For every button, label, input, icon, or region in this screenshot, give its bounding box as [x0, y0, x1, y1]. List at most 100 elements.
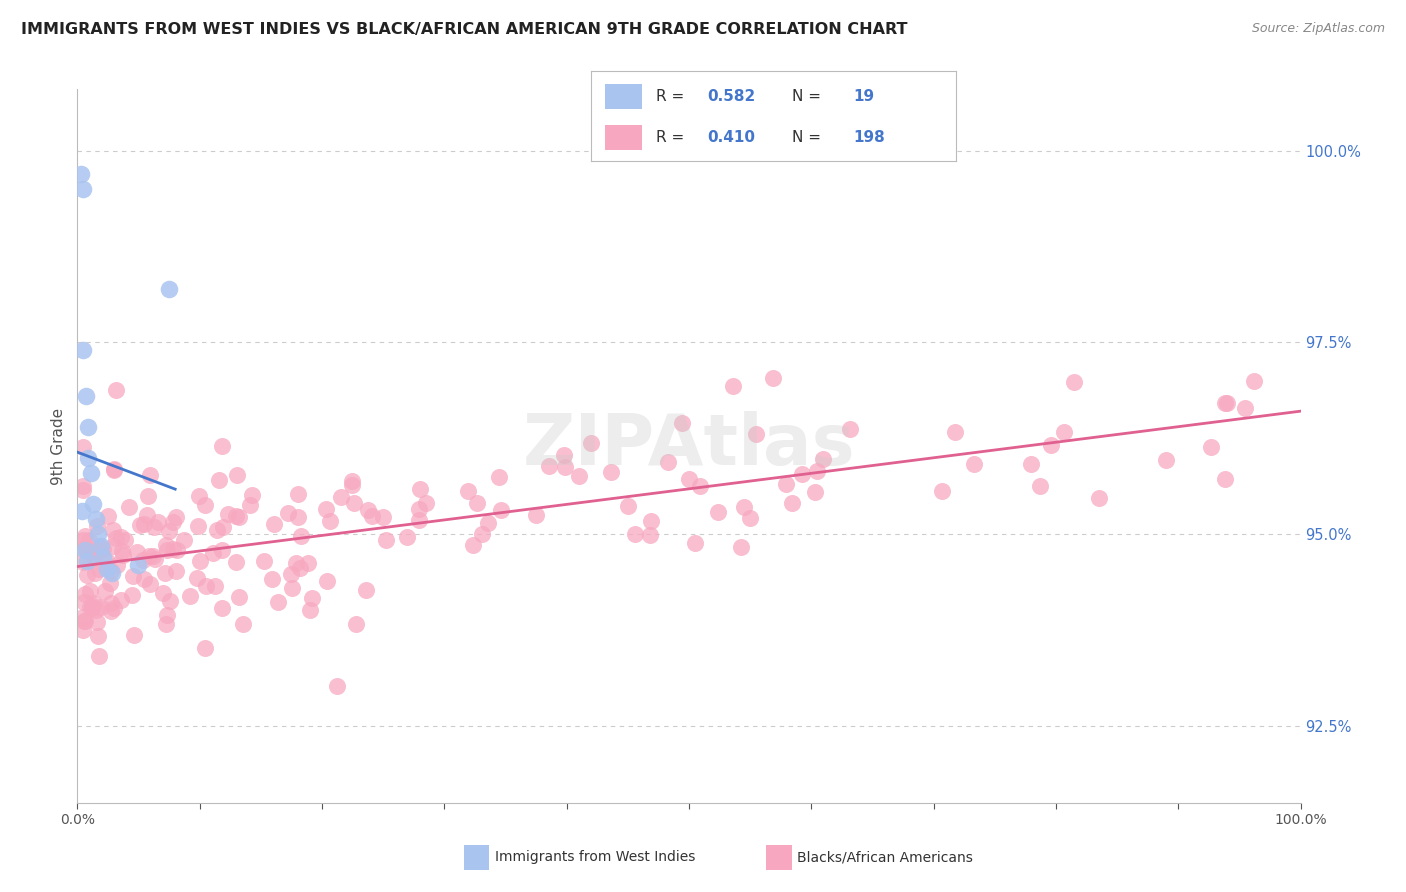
Point: [73, 614, 96, 628]
Point: [103, 462, 125, 476]
Point: [683, 536, 706, 550]
Point: [212, 519, 235, 533]
Point: [811, 452, 834, 467]
FancyBboxPatch shape: [605, 84, 641, 109]
Point: [188, 489, 211, 503]
Point: [156, 608, 179, 623]
Point: [408, 502, 430, 516]
Text: R =: R =: [657, 130, 689, 145]
Point: [159, 594, 181, 608]
Point: [73, 542, 96, 557]
Point: [118, 500, 141, 515]
Point: [689, 478, 711, 492]
Point: [72, 623, 94, 637]
Point: [638, 528, 661, 542]
Point: [1243, 375, 1265, 389]
Point: [90, 600, 112, 615]
Point: [839, 422, 862, 436]
Point: [194, 641, 217, 656]
Text: Immigrants from West Indies: Immigrants from West Indies: [495, 850, 696, 864]
Point: [72, 555, 94, 569]
Point: [82, 497, 104, 511]
Point: [83, 596, 105, 610]
Point: [82, 599, 104, 614]
Point: [104, 531, 127, 545]
Point: [775, 477, 797, 491]
Text: 0.410: 0.410: [707, 130, 755, 145]
Point: [537, 459, 560, 474]
Point: [225, 468, 247, 483]
Point: [72, 541, 94, 555]
Point: [315, 574, 337, 589]
Point: [678, 472, 700, 486]
Point: [228, 510, 250, 524]
Y-axis label: 9th Grade: 9th Grade: [51, 408, 66, 484]
Point: [96, 562, 118, 576]
Point: [122, 627, 145, 641]
Point: [104, 383, 127, 397]
Point: [132, 572, 155, 586]
Text: 198: 198: [853, 130, 886, 145]
Point: [136, 489, 159, 503]
Point: [1088, 491, 1111, 506]
Point: [87, 527, 110, 541]
Point: [806, 464, 828, 478]
Point: [110, 592, 132, 607]
Point: [77, 450, 100, 465]
Point: [461, 538, 484, 552]
Point: [155, 616, 177, 631]
Text: N =: N =: [792, 89, 821, 103]
Point: [90, 539, 112, 553]
Text: 0.582: 0.582: [707, 89, 756, 103]
Point: [114, 533, 136, 547]
Point: [111, 543, 134, 558]
Point: [1216, 395, 1239, 409]
Point: [287, 510, 309, 524]
Point: [87, 648, 110, 663]
Point: [1029, 479, 1052, 493]
Point: [142, 520, 165, 534]
Point: [165, 564, 187, 578]
Point: [553, 448, 575, 462]
Point: [290, 529, 312, 543]
Point: [488, 470, 510, 484]
Point: [211, 542, 233, 557]
Point: [228, 591, 250, 605]
Point: [204, 579, 226, 593]
Point: [72, 533, 94, 548]
Point: [86, 615, 108, 630]
Point: [187, 518, 209, 533]
Point: [225, 555, 247, 569]
Point: [371, 510, 394, 524]
Point: [804, 485, 827, 500]
Point: [415, 496, 437, 510]
Point: [524, 508, 547, 523]
Point: [671, 416, 693, 430]
Point: [135, 508, 157, 523]
Point: [457, 483, 479, 498]
Point: [217, 507, 239, 521]
Point: [100, 565, 122, 579]
Point: [1019, 458, 1042, 472]
Point: [70, 504, 93, 518]
Point: [357, 503, 380, 517]
Point: [240, 488, 263, 502]
Point: [281, 581, 304, 595]
Point: [730, 540, 752, 554]
Point: [396, 530, 419, 544]
Point: [477, 516, 499, 530]
Point: [354, 582, 377, 597]
Point: [125, 544, 148, 558]
Point: [465, 496, 488, 510]
Point: [80, 601, 103, 615]
Point: [142, 549, 165, 563]
Point: [157, 524, 180, 538]
Point: [408, 513, 430, 527]
Point: [931, 483, 953, 498]
Point: [301, 591, 323, 605]
Point: [79, 533, 101, 547]
Point: [208, 473, 231, 487]
Point: [624, 526, 647, 541]
Point: [253, 554, 276, 568]
Point: [100, 566, 122, 580]
